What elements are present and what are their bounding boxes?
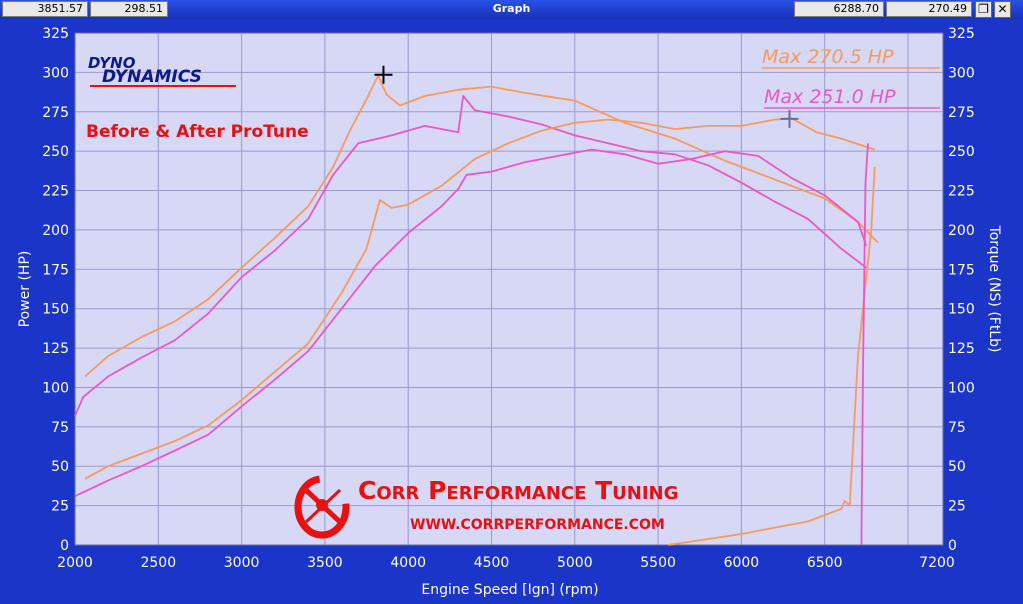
restore-icon: ❐ [978, 2, 989, 16]
title-bar: 3851.57 298.51 Graph 6288.70 270.49 ❐ ✕ [0, 0, 1023, 19]
y-axis-right-label: Torque (NS) (FtLb) [986, 225, 1002, 353]
series-line-1 [74, 95, 867, 417]
x-tick-4: 4000 [390, 555, 426, 571]
cursor2-value-readout: 270.49 [886, 1, 972, 17]
window-title: Graph [492, 2, 531, 15]
y-right-tick-4: 100 [948, 380, 975, 396]
y-left-tick-6: 150 [42, 302, 69, 318]
coastdown-line-0 [667, 166, 876, 546]
series-line-0 [84, 74, 879, 378]
y-left-tick-1: 25 [51, 499, 69, 515]
y-left-tick-3: 75 [51, 420, 69, 436]
y-right-tick-0: 0 [948, 538, 957, 554]
x-tick-2: 3000 [224, 555, 260, 571]
max-pink-label: Max 251.0 HP [764, 86, 896, 108]
plot-area [75, 33, 943, 545]
y-right-tick-12: 300 [948, 65, 975, 81]
y-right-tick-11: 275 [948, 105, 975, 121]
y-right-tick-10: 250 [948, 144, 975, 160]
plot-border [74, 32, 944, 546]
x-tick-8: 6000 [724, 555, 760, 571]
y-right-tick-5: 125 [948, 341, 975, 357]
logo-line2: DYNAMICS [102, 67, 202, 87]
y-right-tick-7: 175 [948, 262, 975, 278]
x-tick-10: 7200 [919, 555, 955, 571]
series-lines [74, 74, 879, 546]
y-left-tick-11: 275 [42, 105, 69, 121]
y-left-tick-8: 200 [42, 223, 69, 239]
y-right-tick-9: 225 [948, 184, 975, 200]
watermark-url: WWW.CORRPERFORMANCE.COM [410, 517, 665, 533]
y-left-tick-9: 225 [42, 184, 69, 200]
y-left-tick-7: 175 [42, 262, 69, 278]
y-axis-right-ticks: 0 25 50 75 100 125 150 175 200 225 250 275 300 325 [948, 26, 975, 554]
x-tick-6: 5000 [557, 555, 593, 571]
y-left-tick-5: 125 [42, 341, 69, 357]
y-left-tick-2: 50 [51, 459, 69, 475]
watermark-brand: Corr Performance Tuning [358, 476, 678, 505]
corr-logo [294, 475, 350, 539]
grid [74, 32, 944, 546]
y-right-tick-2: 50 [948, 459, 966, 475]
before-after-label: Before & After ProTune [86, 122, 309, 142]
y-left-tick-13: 325 [42, 26, 69, 42]
x-axis-label: Engine Speed [Ign] (rpm) [421, 582, 598, 598]
coastdown-line-1 [860, 143, 869, 546]
close-icon: ✕ [997, 2, 1008, 16]
close-button[interactable]: ✕ [994, 1, 1011, 18]
y-right-tick-1: 25 [948, 499, 966, 515]
series-line-2 [84, 117, 875, 480]
x-tick-7: 5500 [640, 555, 676, 571]
y-right-tick-3: 75 [948, 420, 966, 436]
y-left-tick-10: 250 [42, 144, 69, 160]
restore-button[interactable]: ❐ [975, 1, 992, 18]
y-right-tick-6: 150 [948, 302, 975, 318]
x-tick-0: 2000 [57, 555, 93, 571]
logo-line1: DYNO [88, 54, 136, 72]
cursor-1 [374, 65, 393, 84]
x-tick-1: 2500 [140, 555, 176, 571]
y-right-tick-13: 325 [948, 26, 975, 42]
cursor2-rpm-readout: 6288.70 [794, 1, 884, 17]
cursor-markers [374, 65, 799, 128]
x-tick-5: 4500 [474, 555, 510, 571]
series-line-3 [74, 148, 868, 498]
x-axis-ticks: 2000 2500 3000 3500 4000 4500 5000 5500 6000 6500… [57, 555, 955, 571]
x-tick-9: 6500 [807, 555, 843, 571]
cursor1-rpm-readout: 3851.57 [2, 1, 88, 17]
y-left-tick-0: 0 [60, 538, 69, 554]
y-axis-left-label: Power (HP) [17, 251, 33, 328]
y-left-tick-12: 300 [42, 65, 69, 81]
cursor-2 [780, 109, 799, 128]
dyno-dynamics-logo: DYNO DYNAMICS [88, 54, 236, 87]
y-right-tick-8: 200 [948, 223, 975, 239]
y-left-tick-4: 100 [42, 380, 69, 396]
max-orange-label: Max 270.5 HP [762, 46, 894, 68]
cursor1-value-readout: 298.51 [90, 1, 168, 17]
x-tick-3: 3500 [307, 555, 343, 571]
y-axis-left-ticks: 0 25 50 75 100 125 150 175 200 225 250 275 300 325 [42, 26, 69, 554]
